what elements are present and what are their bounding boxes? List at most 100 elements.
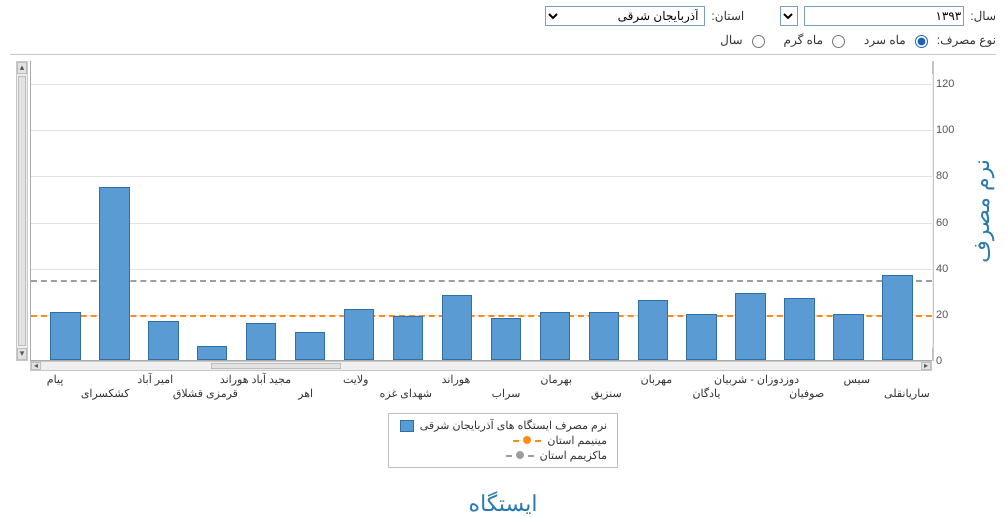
y-tick-label: 120 <box>936 78 966 90</box>
x-axis-label: صوفیان <box>782 373 832 409</box>
legend-max-label: ماکزیمم استان <box>540 449 607 462</box>
horizontal-scrollbar[interactable]: ◂ ▸ <box>30 361 932 371</box>
radio-year-input[interactable] <box>752 35 765 48</box>
chart-container: نرم مصرف 0 20 40 60 80 100 120 ▴ ▾ ▴ ▾ ◂ ▸ پیا… <box>10 61 996 517</box>
bar[interactable] <box>735 293 765 360</box>
consumption-type-label: نوع مصرف: <box>937 33 996 47</box>
bar[interactable] <box>148 321 178 360</box>
bar-slot <box>90 187 139 360</box>
divider <box>10 54 996 55</box>
bar[interactable] <box>833 314 863 360</box>
y-axis-title-text: نرم مصرف <box>969 159 995 263</box>
legend-min: مینیمم استان <box>399 433 607 448</box>
radio-warm-month[interactable]: ماه گرم <box>784 32 848 48</box>
x-axis-label: دوزدوزان - شربیان <box>732 373 782 409</box>
radio-year[interactable]: سال <box>720 32 767 48</box>
bar[interactable] <box>686 314 716 360</box>
x-axis-label: مهربان <box>631 373 681 409</box>
year-label: سال: <box>970 9 996 23</box>
bar-slot <box>139 321 188 360</box>
plot-area <box>30 61 932 361</box>
bar[interactable] <box>246 323 276 360</box>
radio-cold-label: ماه سرد <box>864 33 906 47</box>
bar-slot <box>41 312 90 360</box>
y-tick-label: 60 <box>936 217 966 229</box>
x-axis-label: مجید آباد هوراند <box>230 373 280 409</box>
consumption-type-row: نوع مصرف: ماه سرد ماه گرم سال <box>0 28 1006 54</box>
year-select-toggle[interactable] <box>780 6 798 26</box>
bar[interactable] <box>393 316 423 360</box>
bar-slot <box>237 323 286 360</box>
x-axis-label: ساریانقلی <box>882 373 932 409</box>
radio-warm-label: ماه گرم <box>784 33 823 47</box>
bar[interactable] <box>491 318 521 360</box>
bar-slot <box>286 332 335 360</box>
bar[interactable] <box>344 309 374 360</box>
legend: نرم مصرف ایستگاه های آذربایجان شرقی مینی… <box>388 413 618 468</box>
bar-slot <box>481 318 530 360</box>
radio-year-label: سال <box>720 33 742 47</box>
bar-slot <box>530 312 579 360</box>
legend-max-swatch <box>506 451 534 461</box>
vertical-scrollbar-left[interactable]: ▴ ▾ <box>16 61 28 361</box>
bar[interactable] <box>442 295 472 360</box>
bar-slot <box>579 312 628 360</box>
x-axis-label: سیس <box>832 373 882 409</box>
province-select[interactable]: آذربایجان شرقی <box>545 6 705 26</box>
x-axis-label: سنزیق <box>581 373 631 409</box>
bar[interactable] <box>540 312 570 360</box>
bar[interactable] <box>882 275 912 360</box>
filter-row: سال: استان: آذربایجان شرقی <box>0 0 1006 28</box>
bar[interactable] <box>50 312 80 360</box>
x-axis-label: شهدای غزه <box>381 373 431 409</box>
x-axis-title: ایستگاه <box>10 491 996 517</box>
chart-frame: نرم مصرف 020406080100120 ▴ ▾ ▴ ▾ ◂ ▸ پیا… <box>16 61 996 401</box>
bar-slot <box>628 300 677 360</box>
scroll-up-icon[interactable]: ▴ <box>17 62 27 74</box>
bars-layer <box>31 61 932 360</box>
bar-slot <box>384 316 433 360</box>
bar-slot <box>188 346 237 360</box>
bar[interactable] <box>638 300 668 360</box>
legend-min-swatch <box>513 436 541 446</box>
bar-slot <box>775 298 824 360</box>
scroll-left-icon[interactable]: ◂ <box>31 362 41 370</box>
radio-warm-input[interactable] <box>832 35 845 48</box>
x-axis-label: اهر <box>281 373 331 409</box>
bar-slot <box>677 314 726 360</box>
x-axis-label: بهرمان <box>531 373 581 409</box>
legend-max: ماکزیمم استان <box>399 448 607 463</box>
year-input[interactable] <box>804 6 964 26</box>
province-label: استان: <box>711 9 744 23</box>
bar-slot <box>726 293 775 360</box>
scroll-thumb[interactable] <box>211 363 341 369</box>
bar[interactable] <box>589 312 619 360</box>
scroll-thumb[interactable] <box>18 76 26 346</box>
bar[interactable] <box>99 187 129 360</box>
x-axis-label: پیام <box>30 373 80 409</box>
bar-slot <box>873 275 922 360</box>
scroll-right-icon[interactable]: ▸ <box>921 362 931 370</box>
bar[interactable] <box>295 332 325 360</box>
bar-slot <box>824 314 873 360</box>
legend-series-label: نرم مصرف ایستگاه های آذربایجان شرقی <box>420 419 607 432</box>
x-axis-label: کشکسرای <box>80 373 130 409</box>
bar-slot <box>433 295 482 360</box>
bar[interactable] <box>197 346 227 360</box>
scroll-down-icon[interactable]: ▾ <box>17 348 27 360</box>
y-tick-label: 80 <box>936 170 966 182</box>
x-axis-label: سراب <box>481 373 531 409</box>
legend-min-label: مینیمم استان <box>547 434 607 447</box>
y-tick-label: 0 <box>936 355 966 367</box>
x-axis-label: ولایت <box>331 373 381 409</box>
y-tick-label: 20 <box>936 309 966 321</box>
bar[interactable] <box>784 298 814 360</box>
radio-cold-month[interactable]: ماه سرد <box>864 32 931 48</box>
y-axis-title: نرم مصرف <box>968 61 996 361</box>
y-axis-ticks: 020406080100120 <box>936 61 966 361</box>
legend-series-swatch <box>400 420 414 432</box>
y-tick-label: 100 <box>936 124 966 136</box>
y-tick-label: 40 <box>936 263 966 275</box>
radio-cold-input[interactable] <box>915 35 928 48</box>
x-axis-label: هوراند <box>431 373 481 409</box>
